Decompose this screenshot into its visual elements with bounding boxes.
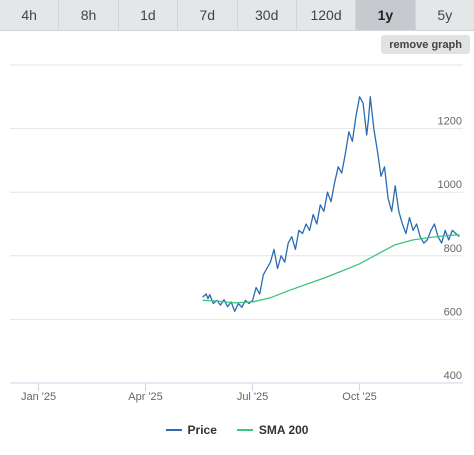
tab-1y[interactable]: 1y <box>356 0 416 30</box>
tab-7d[interactable]: 7d <box>178 0 238 30</box>
y-tick-label: 1000 <box>438 179 462 191</box>
y-tick-label: 600 <box>444 306 462 318</box>
legend-label-price: Price <box>187 423 217 437</box>
chart-legend: Price SMA 200 <box>0 420 474 440</box>
timeframe-tabs: 4h 8h 1d 7d 30d 120d 1y 5y <box>0 0 474 31</box>
x-tick-label: Jan '25 <box>21 391 56 403</box>
y-tick-label: 1200 <box>438 116 462 128</box>
x-tick-label: Apr '25 <box>128 391 163 403</box>
price-series-line <box>202 96 460 313</box>
sma-series-line <box>202 234 460 304</box>
remove-graph-button[interactable]: remove graph <box>381 35 470 54</box>
legend-item-price[interactable]: Price <box>165 423 217 437</box>
legend-item-sma[interactable]: SMA 200 <box>236 423 309 437</box>
x-tick-label: Oct '25 <box>342 391 377 403</box>
tab-8h[interactable]: 8h <box>59 0 119 30</box>
tab-5y[interactable]: 5y <box>437 7 453 23</box>
y-tick-label: 400 <box>444 370 462 382</box>
tab-30d[interactable]: 30d <box>238 0 297 30</box>
x-tick-label: Jul '25 <box>237 391 268 403</box>
y-tick-label: 800 <box>444 243 462 255</box>
tab-120d[interactable]: 120d <box>297 0 357 30</box>
tab-4h[interactable]: 4h <box>0 0 60 30</box>
tab-1d[interactable]: 1d <box>119 0 179 30</box>
legend-label-sma: SMA 200 <box>258 423 309 437</box>
legend-swatch-sma <box>236 429 253 431</box>
legend-swatch-price <box>165 429 182 431</box>
